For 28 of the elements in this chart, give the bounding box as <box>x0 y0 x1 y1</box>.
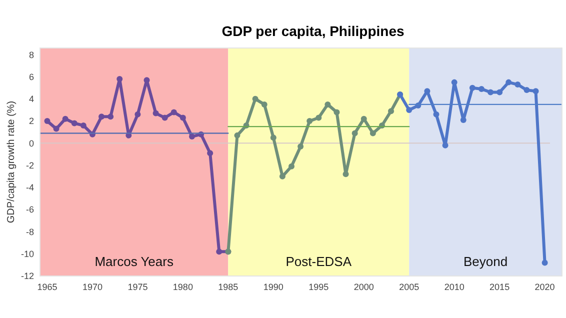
y-axis-title: GDP/capita growth rate (%) <box>6 100 17 224</box>
x-tick-label: 1985 <box>218 282 238 292</box>
x-tick-label: 2010 <box>444 282 464 292</box>
x-tick-label: 2020 <box>534 282 555 292</box>
y-tick-label: -10 <box>20 249 34 260</box>
y-tick-label: -8 <box>26 226 34 237</box>
y-tick-label: 6 <box>28 72 34 82</box>
y-tick-label: 2 <box>28 116 34 126</box>
x-tick-label: 2015 <box>490 282 510 292</box>
y-tick-label: 4 <box>28 94 34 104</box>
band-label: Marcos Years <box>94 254 174 269</box>
x-tick-label: 1970 <box>82 282 102 292</box>
y-tick-label: -4 <box>26 182 34 193</box>
chart-title: GDP per capita, Philippines <box>222 23 404 39</box>
band-label: Beyond <box>464 254 508 269</box>
x-tick-label: 2005 <box>399 282 420 292</box>
x-tick-label: 2000 <box>354 282 374 292</box>
x-tick-label: 1995 <box>308 282 329 292</box>
x-tick-label: 1975 <box>128 282 148 292</box>
x-tick-label: 1990 <box>263 282 284 292</box>
x-tick-label: 1965 <box>37 282 58 292</box>
y-tick-label: 0 <box>28 138 34 148</box>
y-tick-label: -12 <box>20 271 34 282</box>
y-tick-label: -2 <box>26 160 34 170</box>
y-tick-label: 8 <box>28 50 34 60</box>
x-tick-label: 1980 <box>172 282 193 292</box>
y-tick-label: -6 <box>26 204 34 215</box>
band-label: Post-EDSA <box>286 254 352 269</box>
